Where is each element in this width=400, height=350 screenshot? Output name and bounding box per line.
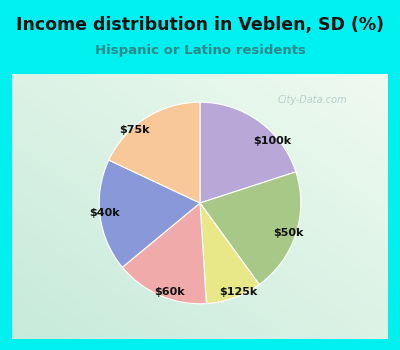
Wedge shape [200, 203, 259, 303]
Text: $60k: $60k [154, 251, 185, 297]
Text: Hispanic or Latino residents: Hispanic or Latino residents [94, 44, 306, 57]
Text: City-Data.com: City-Data.com [278, 95, 348, 105]
Text: Income distribution in Veblen, SD (%): Income distribution in Veblen, SD (%) [16, 16, 384, 34]
Wedge shape [200, 102, 296, 203]
Wedge shape [109, 102, 200, 203]
Text: $50k: $50k [250, 219, 304, 238]
Text: $75k: $75k [119, 125, 172, 159]
Wedge shape [200, 172, 301, 285]
Text: $125k: $125k [218, 252, 258, 297]
Wedge shape [122, 203, 206, 304]
Text: $100k: $100k [231, 135, 292, 161]
Text: $40k: $40k [89, 208, 148, 218]
Wedge shape [99, 160, 200, 267]
